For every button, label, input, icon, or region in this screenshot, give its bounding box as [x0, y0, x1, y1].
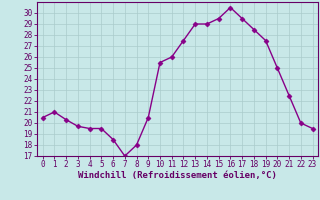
X-axis label: Windchill (Refroidissement éolien,°C): Windchill (Refroidissement éolien,°C) [78, 171, 277, 180]
